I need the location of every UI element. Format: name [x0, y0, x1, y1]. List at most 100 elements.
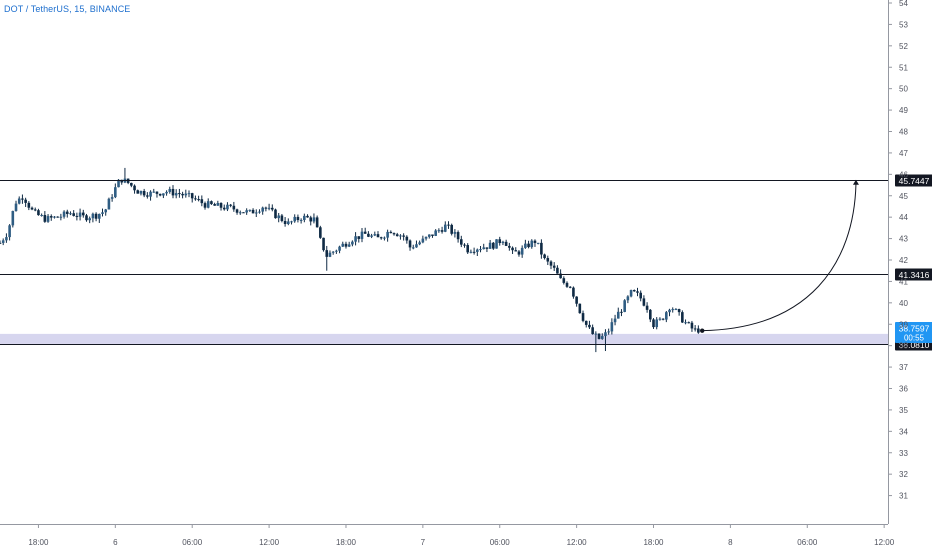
- candle-body: [152, 191, 156, 193]
- candle: [411, 244, 415, 250]
- candle-body: [98, 213, 101, 219]
- candle: [690, 320, 694, 332]
- candle-body: [33, 209, 37, 211]
- candle-body: [8, 225, 11, 238]
- candle-body: [114, 187, 117, 198]
- candle: [49, 214, 53, 221]
- candle: [299, 218, 303, 224]
- candle-body: [370, 235, 373, 237]
- candle-body: [130, 182, 133, 186]
- candle: [200, 195, 204, 207]
- candle-body: [293, 216, 297, 222]
- candle: [447, 221, 450, 229]
- candle: [469, 249, 473, 254]
- candle-body: [594, 333, 598, 335]
- candle: [681, 310, 684, 323]
- candle-body: [543, 254, 546, 259]
- candle-body: [379, 237, 383, 239]
- candle-body: [341, 243, 345, 247]
- candle-body: [373, 234, 377, 236]
- x-tick-label: 18:00: [336, 538, 357, 547]
- candle-body: [520, 247, 524, 255]
- candle: [69, 211, 72, 216]
- candle: [616, 307, 620, 319]
- candle: [155, 191, 159, 198]
- candle-body: [600, 336, 604, 339]
- candle: [0, 240, 2, 244]
- x-tick-label: 6: [113, 538, 118, 547]
- candle: [251, 208, 255, 214]
- candle-body: [530, 240, 534, 248]
- candle-body: [133, 185, 136, 191]
- candle-body: [72, 213, 75, 216]
- candle-body: [200, 199, 204, 204]
- candle-body: [639, 292, 642, 299]
- candle: [229, 203, 232, 208]
- candle: [658, 317, 662, 321]
- candle: [482, 243, 486, 250]
- candle-body: [248, 209, 252, 211]
- candle-body: [78, 212, 82, 217]
- candle: [389, 230, 393, 234]
- candle-body: [17, 198, 21, 204]
- candle: [206, 198, 210, 209]
- candle-body: [81, 212, 85, 216]
- candle-body: [251, 209, 255, 214]
- candle-body: [616, 311, 620, 319]
- candle: [376, 231, 380, 238]
- candle-body: [206, 201, 210, 208]
- candle-body: [562, 278, 566, 283]
- x-tick-label: 12:00: [874, 538, 895, 547]
- candle: [162, 193, 165, 199]
- candle: [235, 208, 239, 215]
- candle: [277, 212, 281, 223]
- candle-body: [626, 296, 630, 301]
- y-tick-label: 50: [899, 85, 908, 94]
- candle-body: [56, 216, 59, 218]
- candle-body: [498, 239, 502, 244]
- y-tick-label: 53: [899, 20, 908, 29]
- candle: [75, 212, 79, 221]
- level-price-tag-bg: [895, 174, 932, 187]
- candle: [642, 295, 646, 307]
- last-price-tag-bg: [895, 322, 932, 343]
- candle: [293, 214, 297, 223]
- candle: [504, 239, 508, 247]
- candle: [485, 247, 489, 253]
- candle-body: [319, 227, 322, 238]
- candle-body: [232, 205, 236, 210]
- candle-body: [665, 312, 668, 320]
- candle: [543, 253, 546, 260]
- y-tick-label: 49: [899, 106, 908, 115]
- candle: [168, 186, 172, 194]
- candle: [363, 227, 367, 234]
- candle-body: [492, 242, 495, 249]
- candle: [613, 314, 617, 326]
- candle-body: [668, 309, 671, 313]
- candle-body: [533, 240, 537, 243]
- candle-body: [450, 224, 453, 234]
- candle: [5, 233, 8, 243]
- candle: [21, 194, 24, 204]
- candle-body: [405, 236, 409, 241]
- candle: [629, 289, 633, 298]
- candle-body: [399, 235, 402, 237]
- candle: [693, 325, 697, 332]
- candle: [418, 240, 421, 246]
- candle-body: [91, 213, 95, 219]
- candle: [344, 241, 348, 249]
- candle: [476, 248, 479, 257]
- candle: [178, 188, 181, 198]
- candle: [33, 207, 37, 212]
- candle-body: [187, 193, 191, 195]
- candle-body: [104, 209, 108, 213]
- candle-body: [194, 198, 197, 200]
- candle: [126, 178, 130, 185]
- support-zone-layer: [0, 333, 888, 344]
- candle: [459, 235, 463, 248]
- candle-body: [434, 230, 437, 236]
- candle-body: [254, 212, 258, 214]
- candle-body: [168, 188, 172, 192]
